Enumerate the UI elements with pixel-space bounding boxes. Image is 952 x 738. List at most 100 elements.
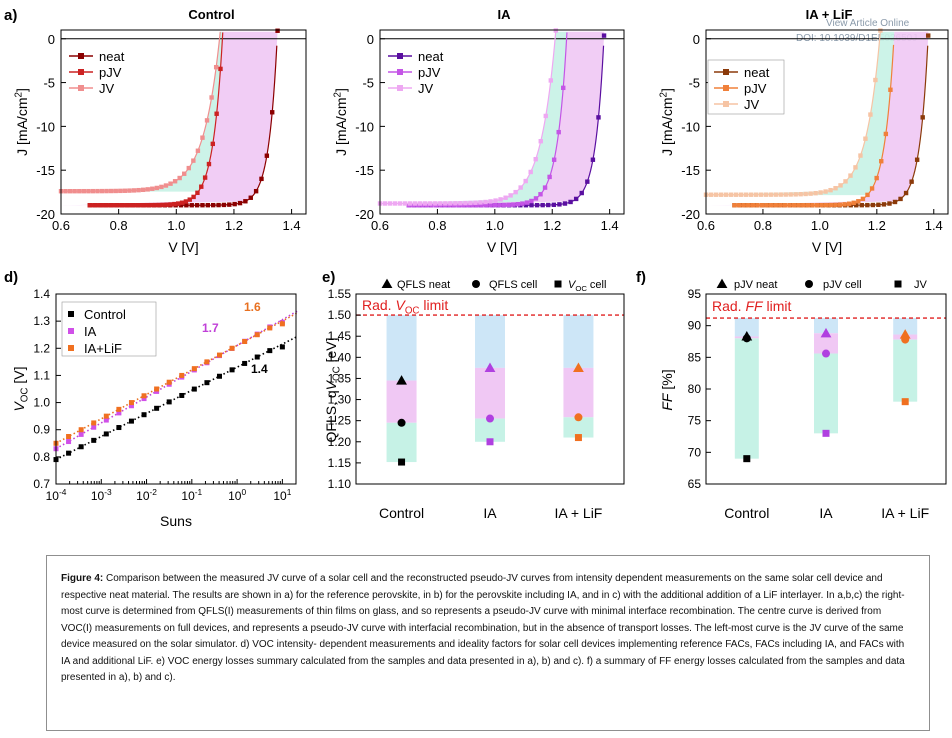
y-tick-label: 1.55	[328, 287, 352, 301]
data-point	[561, 85, 566, 91]
legend-marker	[397, 69, 403, 75]
legend-marker	[397, 53, 403, 59]
data-point	[412, 201, 418, 206]
legend-label: QFLS cell	[489, 279, 537, 291]
plot-frame	[379, 29, 625, 215]
legend-label: neat	[744, 65, 770, 80]
data-point	[189, 203, 194, 208]
caption-line: presented in a), b) and c).	[61, 672, 176, 683]
y-tick-label: 0.9	[33, 423, 50, 437]
y-tick-label: -15	[681, 163, 700, 178]
category-label: IA + LiF	[555, 505, 603, 521]
data-point	[116, 425, 122, 431]
data-point-neat	[899, 329, 911, 339]
data-point	[103, 413, 109, 419]
data-point	[468, 200, 473, 206]
data-point	[903, 190, 909, 196]
data-point	[270, 110, 275, 115]
data-point	[90, 188, 96, 194]
y-tick-label: 1.25	[328, 414, 352, 428]
loss-bar-interface	[814, 333, 838, 354]
y-tick-label: 1.3	[33, 314, 50, 328]
data-point	[808, 191, 813, 196]
data-point	[783, 192, 788, 197]
data-point	[267, 325, 273, 331]
data-point	[870, 202, 876, 208]
interface-loss-area	[61, 31, 278, 206]
legend-label: pJV cell	[823, 279, 862, 291]
view-article-link[interactable]: View Article Online	[826, 18, 910, 29]
data-point	[818, 190, 823, 195]
data-point	[873, 77, 878, 83]
data-point	[133, 203, 139, 208]
data-point	[556, 129, 561, 135]
y-tick-label: 70	[688, 445, 702, 459]
data-point	[746, 203, 751, 208]
y-tick-label: 85	[688, 350, 702, 364]
data-point	[483, 203, 489, 208]
data-point	[520, 201, 525, 206]
data-point-jv	[486, 438, 494, 446]
y-tick-label: -5	[688, 76, 700, 91]
data-point	[279, 321, 285, 327]
data-point	[551, 202, 557, 207]
data-point	[713, 192, 719, 197]
data-point	[103, 431, 109, 437]
data-point	[116, 406, 122, 412]
y-tick-label: 1.15	[328, 456, 352, 470]
legend-label: JV	[99, 81, 115, 96]
data-point	[543, 113, 548, 119]
data-point	[128, 403, 134, 409]
data-point	[95, 188, 100, 194]
data-point	[149, 202, 154, 208]
data-point	[154, 386, 160, 392]
data-point	[179, 200, 185, 205]
data-point	[78, 427, 84, 433]
x-tick-label: 0.6	[371, 218, 389, 233]
legend-box	[61, 301, 157, 357]
data-point	[177, 175, 182, 181]
data-point-neat	[484, 362, 496, 372]
caption-label: Figure 4:	[61, 573, 107, 584]
data-point	[99, 203, 104, 208]
data-point	[573, 196, 579, 202]
data-point	[91, 420, 97, 426]
data-point	[210, 141, 216, 147]
data-point	[131, 188, 137, 193]
data-point	[542, 185, 548, 190]
y-tick-label: 0	[693, 32, 700, 47]
data-point	[718, 192, 724, 197]
data-point	[743, 192, 749, 197]
y-axis-label: J [mA/cm2]	[13, 88, 30, 156]
loss-bar-ideal	[475, 315, 505, 368]
data-point	[140, 187, 146, 193]
legend-marker	[68, 345, 74, 351]
data-point	[187, 197, 192, 202]
data-point	[218, 66, 223, 72]
interface-loss-area	[380, 31, 605, 206]
data-point	[863, 136, 868, 141]
data-point	[160, 202, 166, 208]
data-point	[758, 192, 764, 197]
legend-label: JV	[418, 81, 434, 96]
data-point	[453, 201, 458, 206]
data-point	[819, 202, 824, 208]
data-point	[397, 201, 403, 206]
x-tick-label: 0.6	[52, 218, 70, 233]
data-point	[755, 203, 760, 208]
data-point	[195, 190, 200, 195]
data-point	[229, 345, 235, 351]
data-point	[102, 203, 108, 208]
data-point	[876, 202, 881, 207]
x-tick-label: 1.0	[811, 218, 829, 233]
data-point	[501, 202, 507, 208]
interface-loss-area	[706, 31, 929, 206]
caption-line: solar cell device and respective neat ma…	[61, 573, 883, 601]
x-tick-label: 10-1	[181, 487, 202, 503]
data-point-jv	[743, 455, 751, 463]
data-point	[534, 202, 540, 208]
data-point	[493, 198, 498, 203]
data-point	[99, 188, 105, 194]
data-point	[254, 354, 260, 360]
data-point	[178, 203, 184, 208]
